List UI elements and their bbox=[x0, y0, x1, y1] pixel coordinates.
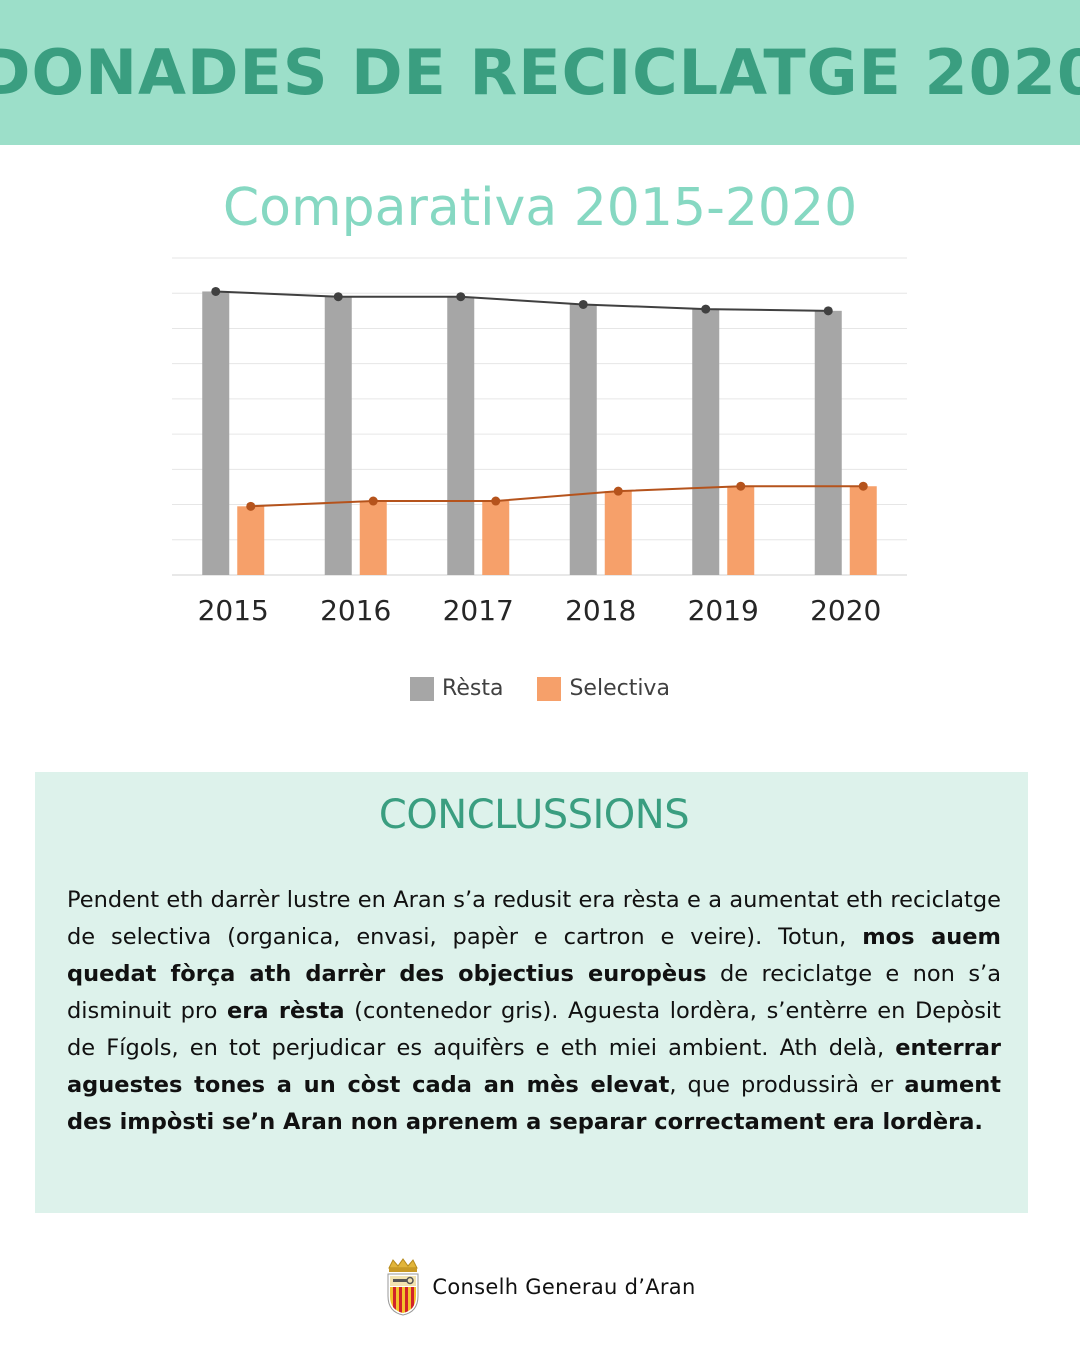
bar-resta-2015 bbox=[202, 291, 230, 575]
bar-resta-2018 bbox=[569, 304, 597, 575]
coat-of-arms-icon bbox=[387, 1258, 419, 1316]
x-tick-label: 2020 bbox=[810, 594, 881, 627]
conclusions-bold-text: enterrar aguestes tones a un còst cada a… bbox=[67, 1035, 1001, 1098]
conclusions-text-segment: Pendent eth darrèr lustre en Aran s’a re… bbox=[67, 887, 1001, 950]
bar-resta-2019 bbox=[692, 309, 720, 575]
legend-item-selectiva: Selectiva bbox=[537, 676, 670, 701]
legend-label-selectiva: Selectiva bbox=[569, 676, 670, 701]
point-selectiva-2019 bbox=[736, 481, 746, 491]
conclusions-panel: CONCLUSSIONS Pendent eth darrèr lustre e… bbox=[35, 772, 1028, 1213]
conclusions-text-segment: , que produssirà er bbox=[669, 1072, 905, 1098]
point-resta-2019 bbox=[701, 304, 711, 314]
organization-name: Conselh Generau d’Aran bbox=[432, 1275, 696, 1299]
footer: Conselh Generau d’Aran bbox=[0, 1258, 1080, 1316]
bar-selectiva-2017 bbox=[482, 501, 510, 575]
x-tick-label: 2016 bbox=[320, 594, 391, 627]
bar-selectiva-2019 bbox=[727, 486, 755, 575]
conclusions-bold-text: era rèsta bbox=[227, 998, 345, 1024]
legend-swatch-resta bbox=[410, 676, 435, 701]
point-selectiva-2015 bbox=[246, 501, 256, 511]
conclusions-text-segment: (contenedor gris). Aguesta lordèra, s’en… bbox=[67, 998, 1001, 1061]
bar-selectiva-2018 bbox=[604, 491, 632, 575]
conclusions-text: Pendent eth darrèr lustre en Aran s’a re… bbox=[67, 882, 1001, 1141]
conclusions-bold-text: mos auem quedat fòrça ath darrèr des obj… bbox=[67, 924, 1001, 987]
point-resta-2017 bbox=[456, 292, 466, 302]
point-selectiva-2017 bbox=[491, 496, 501, 506]
point-selectiva-2016 bbox=[368, 496, 378, 506]
conclusions-text-segment: de reciclatge e non s’a disminuit pro bbox=[67, 961, 1001, 1024]
bar-resta-2020 bbox=[814, 310, 842, 575]
legend-label-resta: Rèsta bbox=[442, 676, 504, 701]
page-title: DONADES DE RECICLATGE 2020 bbox=[0, 36, 1080, 109]
point-resta-2016 bbox=[333, 292, 343, 302]
legend-swatch-selectiva bbox=[537, 676, 562, 701]
legend-item-resta: Rèsta bbox=[410, 676, 503, 701]
bar-selectiva-2015 bbox=[237, 506, 265, 575]
line-resta bbox=[215, 290, 829, 312]
bar-selectiva-2020 bbox=[849, 486, 877, 575]
bar-selectiva-2016 bbox=[359, 501, 387, 575]
x-tick-label: 2015 bbox=[198, 594, 269, 627]
point-resta-2020 bbox=[823, 306, 833, 316]
x-tick-label: 2019 bbox=[688, 594, 759, 627]
bar-resta-2016 bbox=[324, 296, 352, 575]
header-banner: DONADES DE RECICLATGE 2020 bbox=[0, 0, 1080, 145]
line-selectiva bbox=[250, 485, 864, 508]
point-selectiva-2018 bbox=[613, 486, 623, 496]
x-tick-label: 2018 bbox=[565, 594, 636, 627]
conclusions-heading: CONCLUSSIONS bbox=[378, 792, 690, 838]
recycling-chart: 2015 2016 2017 2018 2019 2020 bbox=[172, 257, 907, 627]
chart-legend: Rèsta Selectiva bbox=[0, 676, 1080, 701]
point-selectiva-2020 bbox=[858, 481, 868, 491]
x-tick-label: 2017 bbox=[443, 594, 514, 627]
point-resta-2015 bbox=[211, 286, 221, 296]
conclusions-bold-text: aument des impòsti se’n Aran non aprenem… bbox=[67, 1072, 1001, 1135]
chart-title: Comparativa 2015-2020 bbox=[222, 178, 858, 238]
point-resta-2018 bbox=[578, 299, 588, 309]
bar-resta-2017 bbox=[447, 296, 475, 575]
